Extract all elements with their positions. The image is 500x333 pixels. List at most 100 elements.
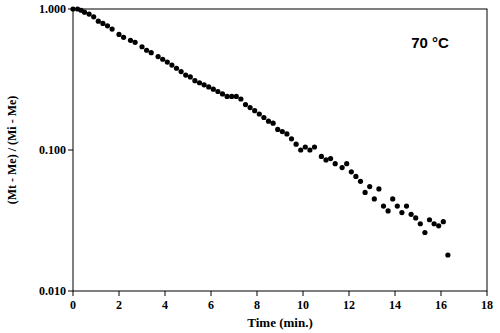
annotation: 70 °C: [411, 34, 449, 51]
point: [188, 74, 193, 79]
point: [174, 66, 179, 71]
point: [303, 144, 308, 149]
point: [441, 219, 446, 224]
chart: 0246810121416180.0100.1001.000Time (min.…: [0, 0, 500, 333]
point: [427, 217, 432, 222]
point: [121, 35, 126, 40]
point: [395, 204, 400, 209]
point: [367, 184, 372, 189]
point: [225, 94, 230, 99]
point: [252, 108, 257, 113]
point: [100, 21, 105, 26]
point: [229, 94, 234, 99]
point: [91, 14, 96, 19]
point: [363, 190, 368, 195]
point: [243, 102, 248, 107]
point: [133, 40, 138, 45]
point: [238, 96, 243, 101]
point: [160, 57, 165, 62]
x-tick: [119, 291, 120, 296]
point: [271, 121, 276, 126]
y-tick-label: 1.000: [39, 2, 66, 16]
point: [372, 196, 377, 201]
y-tick-label: 0.010: [39, 284, 66, 298]
x-tick: [73, 291, 74, 296]
x-tick-label: 4: [162, 298, 168, 312]
x-tick: [211, 291, 212, 296]
point: [358, 179, 363, 184]
point: [139, 44, 144, 49]
x-axis-label: Time (min.): [247, 315, 312, 330]
point: [409, 212, 414, 217]
point: [128, 38, 133, 43]
point: [220, 91, 225, 96]
y-tick: [68, 150, 73, 151]
point: [179, 69, 184, 74]
point: [436, 223, 441, 228]
point: [165, 60, 170, 65]
point: [445, 252, 450, 257]
x-tick-label: 6: [208, 298, 214, 312]
x-tick-label: 0: [70, 298, 76, 312]
x-tick: [395, 291, 396, 296]
x-tick-label: 16: [435, 298, 447, 312]
point: [82, 10, 87, 15]
point: [319, 154, 324, 159]
point: [349, 169, 354, 174]
point: [432, 221, 437, 226]
point: [399, 210, 404, 215]
point: [404, 204, 409, 209]
point: [298, 147, 303, 152]
point: [261, 115, 266, 120]
point: [96, 19, 101, 24]
point: [156, 54, 161, 59]
x-tick: [303, 291, 304, 296]
x-tick-label: 10: [297, 298, 309, 312]
point: [211, 87, 216, 92]
point: [418, 221, 423, 226]
point: [340, 165, 345, 170]
point: [144, 48, 149, 53]
point: [344, 161, 349, 166]
point: [257, 111, 262, 116]
point: [422, 230, 427, 235]
points: [70, 6, 450, 257]
point: [70, 6, 75, 11]
point: [248, 105, 253, 110]
point: [266, 119, 271, 124]
y-axis-label: (Mt - Me) / (Mi - Me): [5, 96, 19, 205]
x-tick: [165, 291, 166, 296]
point: [87, 12, 92, 17]
x-tick-label: 8: [254, 298, 260, 312]
point: [169, 63, 174, 68]
point: [202, 82, 207, 87]
point: [381, 204, 386, 209]
x-tick-label: 14: [389, 298, 401, 312]
plot-frame: [73, 9, 487, 291]
point: [280, 129, 285, 134]
point: [386, 208, 391, 213]
point: [234, 94, 239, 99]
point: [413, 215, 418, 220]
point: [333, 161, 338, 166]
point: [376, 186, 381, 191]
point: [294, 142, 299, 147]
x-tick: [349, 291, 350, 296]
point: [192, 78, 197, 83]
y-tick: [68, 291, 73, 292]
point: [353, 174, 358, 179]
point: [206, 84, 211, 89]
point: [110, 27, 115, 32]
point: [116, 32, 121, 37]
point: [284, 131, 289, 136]
point: [197, 80, 202, 85]
x-tick-label: 12: [343, 298, 355, 312]
x-tick-label: 18: [481, 298, 493, 312]
point: [149, 50, 154, 55]
point: [323, 157, 328, 162]
point: [307, 147, 312, 152]
x-tick: [441, 291, 442, 296]
point: [328, 156, 333, 161]
point: [289, 136, 294, 141]
x-tick: [257, 291, 258, 296]
